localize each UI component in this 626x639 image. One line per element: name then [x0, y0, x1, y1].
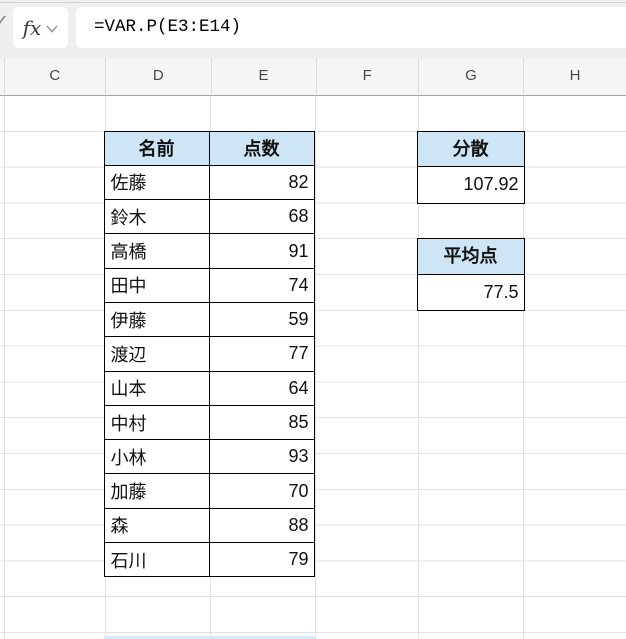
- column-header-c[interactable]: C: [3, 58, 106, 94]
- name-cell[interactable]: 森: [103, 507, 210, 544]
- insert-function-button[interactable]: fx: [13, 7, 68, 48]
- name-cell[interactable]: 小林: [103, 439, 210, 475]
- score-header-cell[interactable]: 点数: [208, 130, 315, 166]
- table-row: 石川 79: [103, 542, 315, 578]
- table-row: 田中 74: [103, 267, 315, 303]
- formula-bar: ✓ fx =VAR.P(E3:E14): [0, 0, 626, 58]
- score-table: 名前 点数 佐藤 82 鈴木 68 高橋 91 田中: [103, 130, 315, 578]
- table-row: 高橋 91: [103, 233, 315, 269]
- variance-value-cell[interactable]: 107.92: [416, 166, 525, 204]
- name-cell[interactable]: 高橋: [103, 233, 210, 269]
- name-cell[interactable]: 伊藤: [103, 301, 210, 338]
- score-cell[interactable]: 93: [208, 439, 315, 475]
- average-value-cell[interactable]: 77.5: [416, 273, 525, 311]
- table-header-row: 名前 点数: [103, 130, 315, 166]
- gridline-f-g: [417, 96, 419, 639]
- column-header-h[interactable]: H: [523, 58, 626, 94]
- enter-check-icon[interactable]: ✓: [0, 11, 10, 34]
- gridline-g-h: [522, 96, 524, 639]
- score-cell[interactable]: 68: [208, 199, 315, 235]
- name-cell[interactable]: 山本: [103, 370, 210, 406]
- column-header-g[interactable]: G: [418, 58, 523, 94]
- chevron-down-icon[interactable]: [46, 20, 58, 38]
- gridline-e-f: [315, 96, 316, 639]
- column-header-d[interactable]: D: [105, 58, 211, 94]
- name-cell[interactable]: 石川: [103, 542, 210, 578]
- gridline-b-c: [3, 96, 5, 639]
- table-row: 佐藤 82: [103, 164, 315, 201]
- name-cell[interactable]: 中村: [103, 404, 210, 441]
- score-cell[interactable]: 70: [208, 473, 315, 509]
- table-row: 伊藤 59: [103, 301, 315, 338]
- score-cell[interactable]: 85: [208, 404, 315, 441]
- column-header-strip: C D E F G H: [0, 58, 626, 96]
- table-row: 加藤 70: [103, 473, 315, 509]
- score-cell[interactable]: 74: [208, 267, 315, 303]
- name-cell[interactable]: 鈴木: [103, 199, 210, 235]
- average-header-cell[interactable]: 平均点: [416, 237, 525, 276]
- formula-input[interactable]: =VAR.P(E3:E14): [76, 7, 626, 48]
- name-cell[interactable]: 加藤: [103, 473, 210, 509]
- fx-icon: fx: [22, 15, 42, 40]
- table-row: 山本 64: [103, 370, 315, 406]
- score-cell[interactable]: 59: [208, 301, 315, 338]
- partial-next-row-fill: [104, 635, 315, 639]
- variance-header-cell[interactable]: 分散: [416, 130, 525, 168]
- sheet-grid: 名前 点数 佐藤 82 鈴木 68 高橋 91 田中: [0, 96, 626, 639]
- table-row: 鈴木 68: [103, 199, 315, 235]
- column-header-e[interactable]: E: [210, 58, 316, 94]
- score-cell[interactable]: 91: [208, 233, 315, 269]
- score-cell[interactable]: 88: [208, 507, 315, 544]
- formula-text: =VAR.P(E3:E14): [94, 17, 242, 37]
- name-cell[interactable]: 渡辺: [103, 336, 210, 372]
- name-header-cell[interactable]: 名前: [103, 130, 210, 166]
- score-cell[interactable]: 79: [208, 542, 315, 578]
- column-header-f[interactable]: F: [315, 58, 419, 94]
- score-cell[interactable]: 82: [208, 164, 315, 201]
- table-row: 中村 85: [103, 404, 315, 441]
- table-row: 小林 93: [103, 439, 315, 475]
- name-cell[interactable]: 佐藤: [103, 164, 210, 201]
- formula-bar-top-divider: [0, 2, 626, 3]
- score-cell[interactable]: 64: [208, 370, 315, 406]
- table-row: 渡辺 77: [103, 336, 315, 372]
- score-cell[interactable]: 77: [208, 336, 315, 372]
- name-cell[interactable]: 田中: [103, 267, 210, 303]
- table-row: 森 88: [103, 507, 315, 544]
